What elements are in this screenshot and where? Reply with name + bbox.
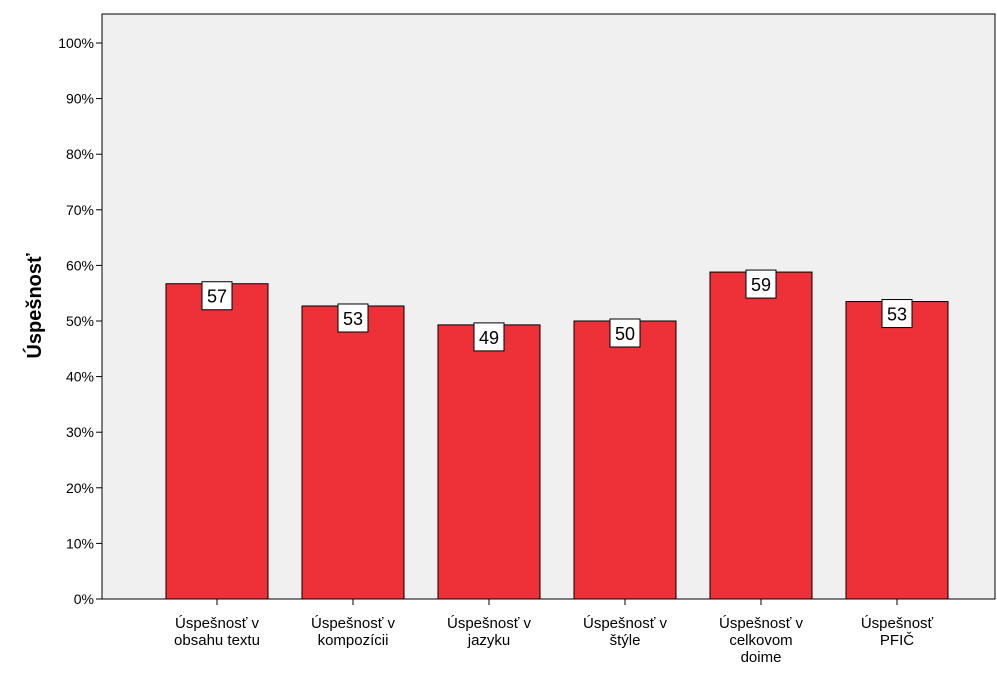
data-label: 53 [343, 309, 363, 329]
y-axis-title: Úspešnosť [22, 253, 46, 359]
x-tick-label: Úspešnosť v jazyku [447, 615, 531, 649]
y-tick-label: 50% [66, 313, 94, 329]
x-axis: Úspešnosť v obsahu textu Úspešnosť v kompoz… [174, 599, 934, 666]
bar [437, 324, 541, 600]
y-tick-label: 80% [66, 146, 94, 162]
data-label-box [201, 281, 233, 311]
data-label-box [881, 299, 913, 329]
data-label: 49 [479, 328, 499, 348]
data-label-box [473, 322, 505, 352]
bar [301, 305, 405, 600]
x-tick-label: Úspešnosť PFIČ [861, 615, 934, 649]
x-tick-label: Úspešnosť v celkovom doime [719, 615, 803, 666]
y-tick-label: 40% [66, 369, 94, 385]
data-label: 57 [207, 287, 227, 307]
data-label-box [337, 303, 369, 333]
y-tick-label: 30% [66, 424, 94, 440]
y-tick-label: 70% [66, 202, 94, 218]
data-label: 50 [615, 324, 635, 344]
x-tick-label: Úspešnosť v obsahu textu [174, 615, 260, 649]
y-tick-label: 60% [66, 257, 94, 273]
bar [845, 301, 949, 600]
y-tick-label: 90% [66, 91, 94, 107]
data-label-box [609, 318, 641, 348]
y-tick-label: 0% [74, 591, 94, 607]
bar [709, 271, 813, 600]
bars [165, 271, 949, 600]
y-tick-label: 10% [66, 535, 94, 551]
data-label: 59 [751, 275, 771, 295]
data-label-box [745, 269, 777, 299]
x-tick-label: Úspešnosť v štýle [583, 615, 667, 649]
y-tick-label: 100% [58, 35, 94, 51]
data-label: 53 [887, 305, 907, 325]
bar [165, 283, 269, 600]
y-tick-label: 20% [66, 480, 94, 496]
data-labels: 57 53 49 50 59 53 [201, 269, 913, 352]
y-axis: 0% 10% 20% 30% 40% 50% 60% 70% 80% 90% 100% [58, 35, 102, 607]
bar [573, 320, 677, 600]
x-tick-label: Úspešnosť v kompozícii [311, 615, 395, 649]
